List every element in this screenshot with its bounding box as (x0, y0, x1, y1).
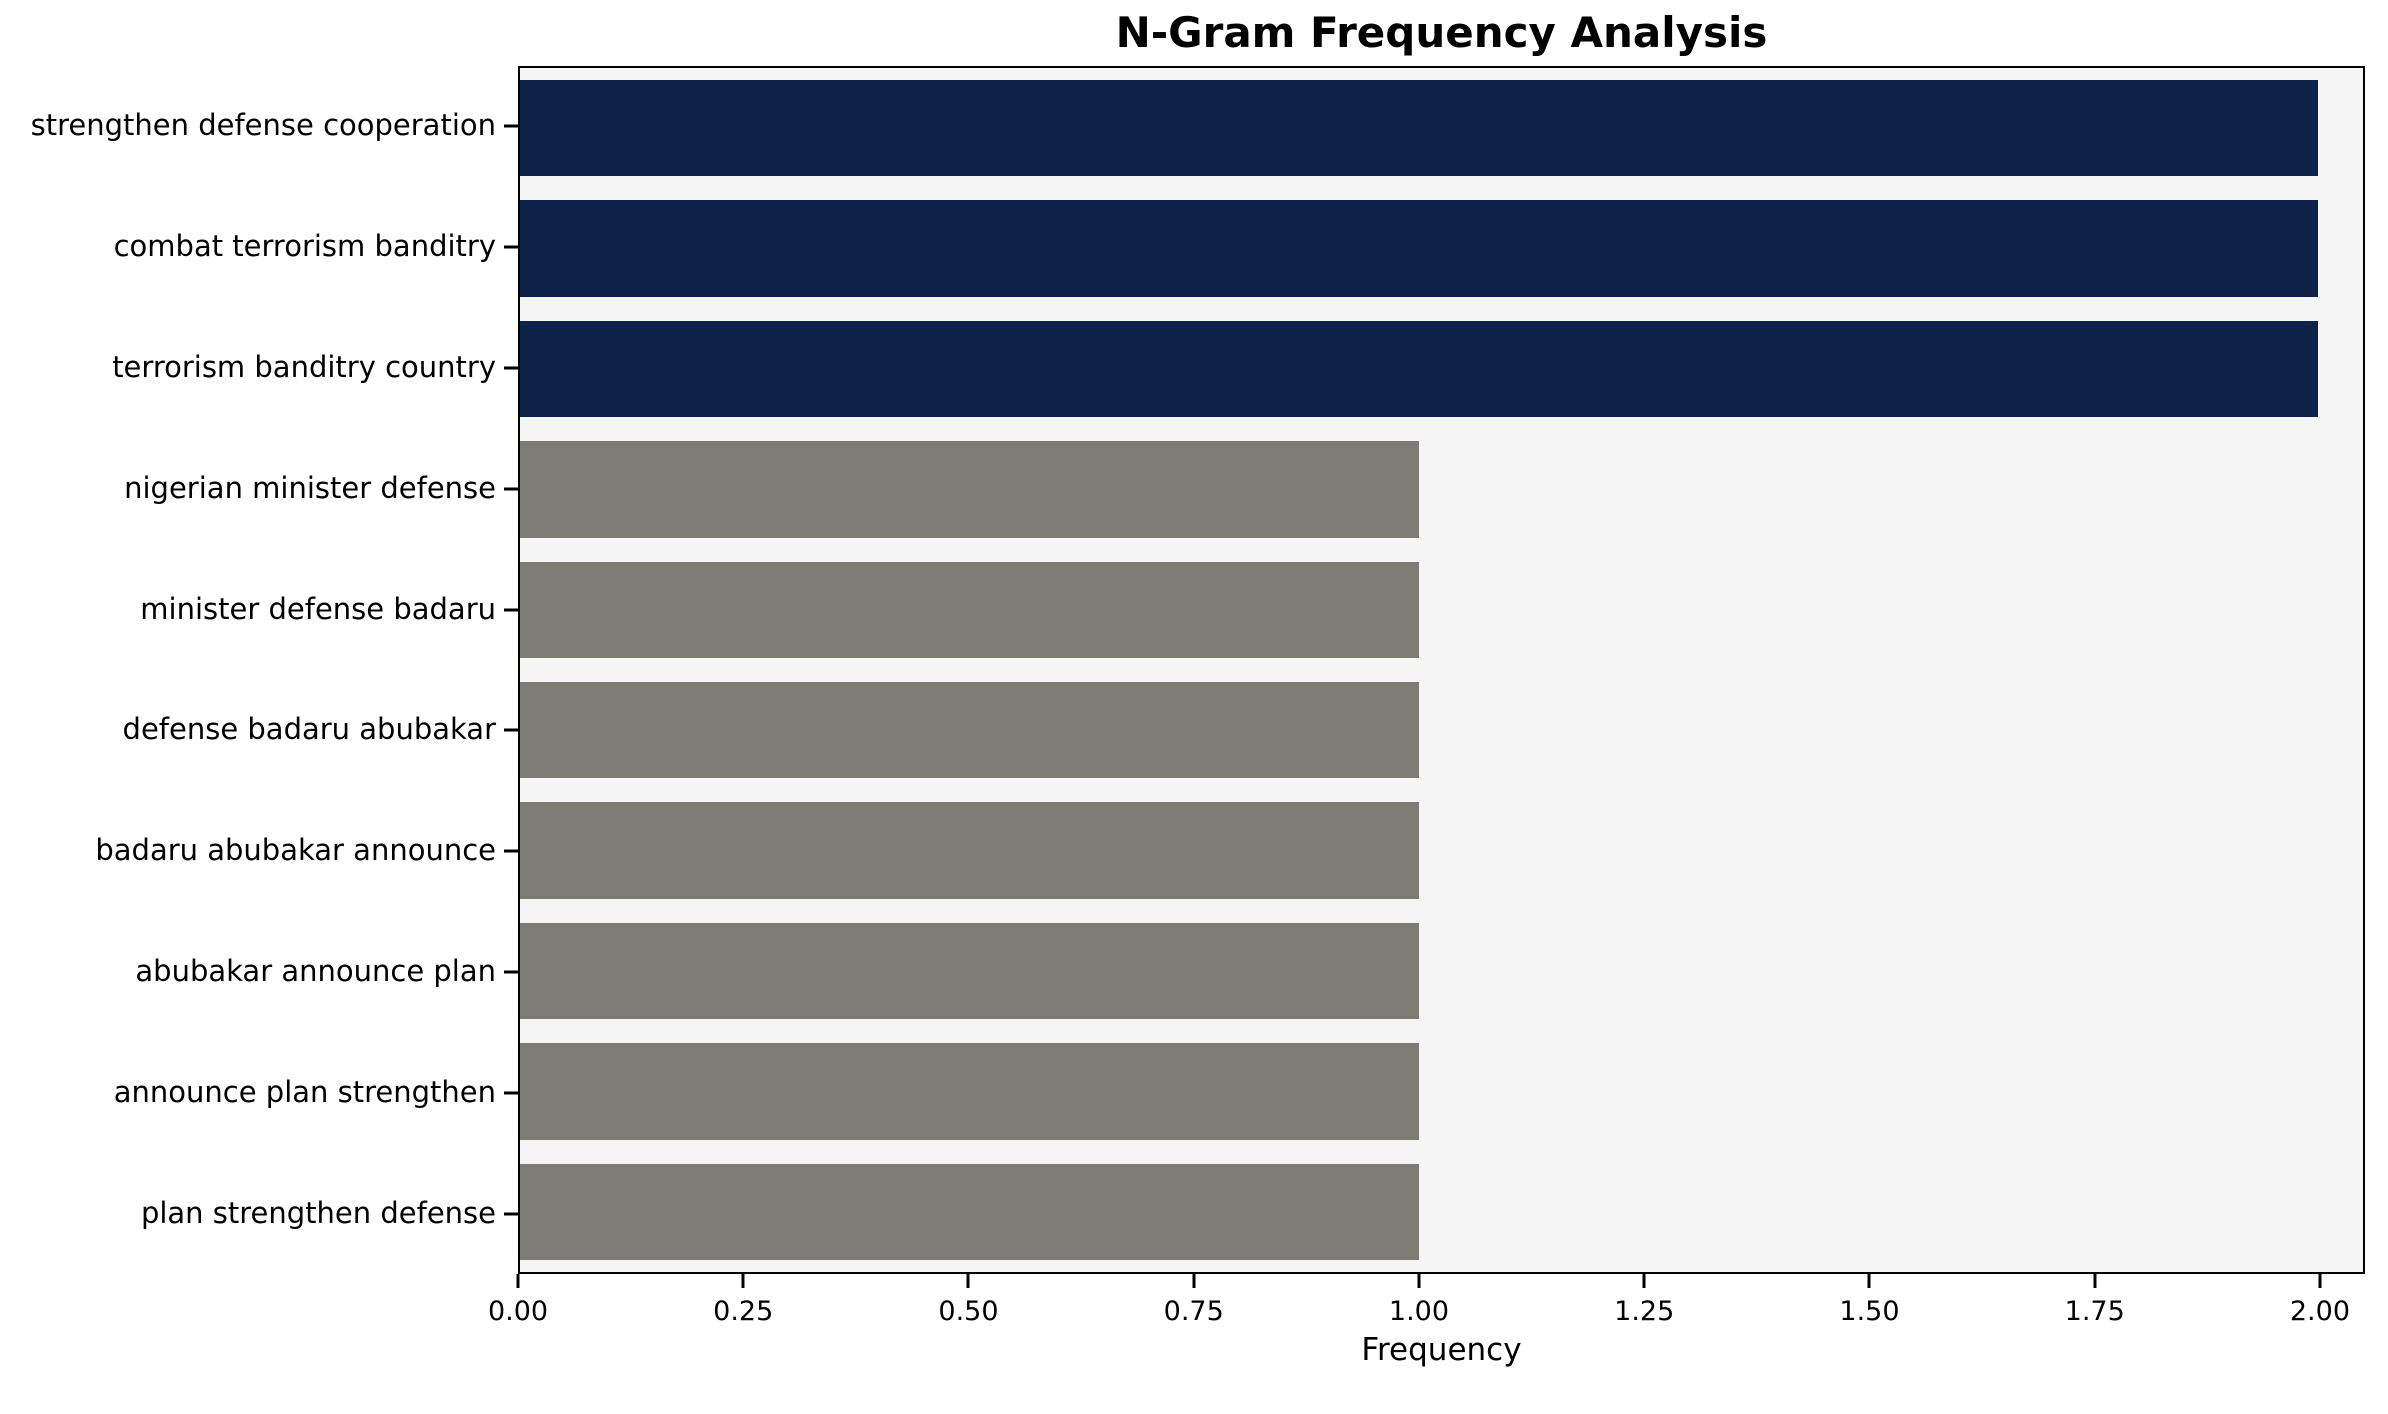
x-tick-label: 0.50 (938, 1296, 999, 1327)
y-tick-mark (504, 728, 518, 732)
y-tick-mark (504, 849, 518, 853)
x-tick-mark (2318, 1274, 2322, 1288)
y-tick-mark (504, 366, 518, 370)
y-tick-label: announce plan strengthen (113, 1074, 496, 1109)
y-tick-label: plan strengthen defense (140, 1195, 496, 1230)
bar (520, 320, 2319, 418)
bar (520, 1163, 1420, 1260)
x-tick-label: 1.75 (2064, 1296, 2125, 1327)
x-axis-label: Frequency (1361, 1332, 1522, 1368)
bar (520, 1043, 1420, 1140)
y-tick-mark (504, 124, 518, 128)
x-tick-label: 2.00 (2289, 1296, 2350, 1327)
x-tick-mark (2093, 1274, 2097, 1288)
y-tick-label: defense badaru abubakar (122, 712, 496, 747)
bar (520, 441, 1420, 538)
y-tick-label: nigerian minister defense (124, 470, 496, 505)
plot-area (518, 66, 2365, 1274)
x-tick-mark (1192, 1274, 1196, 1288)
x-tick-mark (966, 1274, 970, 1288)
x-tick-mark (1867, 1274, 1871, 1288)
x-tick-label: 1.25 (1614, 1296, 1675, 1327)
x-tick-label: 0.00 (487, 1296, 549, 1327)
bar (520, 80, 2319, 177)
bar (520, 802, 1420, 899)
x-tick-mark (1417, 1274, 1421, 1288)
y-tick-label: minister defense badaru (140, 591, 496, 626)
x-tick-label: 0.25 (713, 1296, 774, 1327)
y-tick-label: badaru abubakar announce (95, 833, 496, 868)
chart-title: N-Gram Frequency Analysis (1115, 8, 1768, 57)
x-tick-label: 1.00 (1388, 1296, 1450, 1327)
y-tick-mark (504, 487, 518, 491)
y-tick-label: strengthen defense cooperation (30, 108, 496, 143)
y-tick-mark (504, 970, 518, 974)
y-axis-labels: strengthen defense cooperation combat ter… (0, 66, 496, 1274)
y-tick-label: abubakar announce plan (135, 954, 496, 989)
y-axis-ticks (504, 66, 518, 1274)
y-tick-mark (504, 1091, 518, 1095)
y-tick-mark (504, 245, 518, 249)
x-tick-label: 1.50 (1839, 1296, 1900, 1327)
bar (520, 200, 2319, 297)
y-tick-mark (504, 608, 518, 612)
x-tick-mark (741, 1274, 745, 1288)
x-tick-mark (516, 1274, 520, 1288)
bar (520, 922, 1420, 1020)
bar (520, 561, 1420, 658)
y-tick-label: terrorism banditry country (112, 350, 496, 385)
x-axis: 0.00 0.25 0.50 0.75 1.00 1.25 1.50 1.75 2.00 (488, 1274, 2365, 1354)
y-tick-label: combat terrorism banditry (113, 229, 496, 264)
x-tick-label: 0.75 (1163, 1296, 1224, 1327)
x-tick-mark (1642, 1274, 1646, 1288)
bar (520, 682, 1420, 779)
y-tick-mark (504, 1212, 518, 1216)
